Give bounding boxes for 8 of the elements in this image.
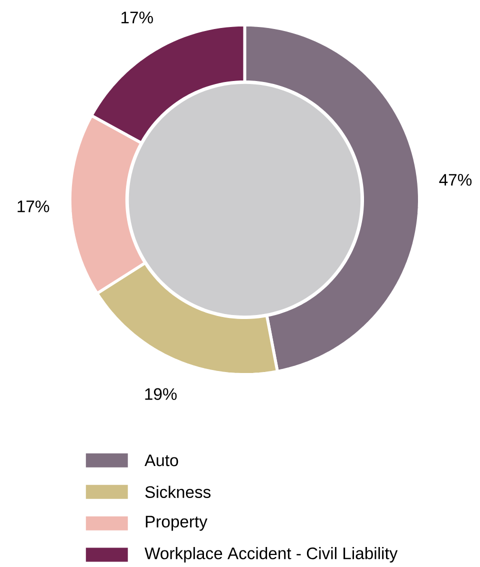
legend-label: Workplace Accident - Civil Liability xyxy=(144,547,398,563)
data-label: 17% xyxy=(121,12,153,24)
legend-label: Property xyxy=(146,516,208,531)
data-label: 19% xyxy=(145,388,176,400)
data-label: 47% xyxy=(439,174,472,186)
legend-label: Sickness xyxy=(145,486,210,498)
data-label: 17% xyxy=(17,200,49,212)
legend-label: Auto xyxy=(144,454,178,466)
